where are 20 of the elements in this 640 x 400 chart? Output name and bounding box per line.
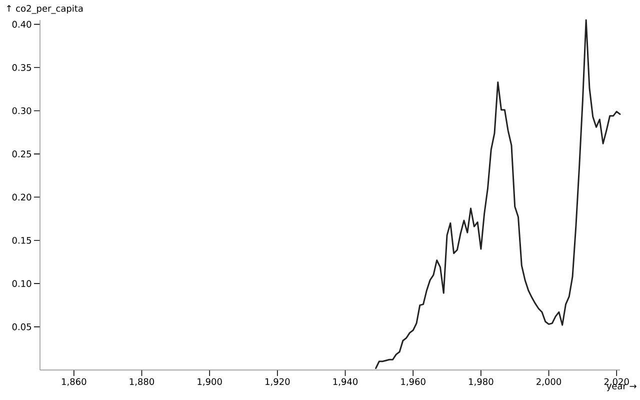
- y-tick-label: 0.15: [12, 236, 32, 244]
- x-tick-label: 1,900: [198, 378, 222, 386]
- x-tick-label: 2,020: [604, 378, 629, 386]
- y-tick-label: 0.35: [12, 64, 32, 71]
- x-tick-label: 1,960: [401, 378, 426, 386]
- x-tick-label: 1,860: [62, 378, 86, 386]
- x-tick-label: 1,880: [130, 378, 154, 386]
- x-axis-title: year →: [606, 384, 636, 392]
- y-tick-label: 0.40: [12, 20, 32, 28]
- x-tick-label: 2,000: [536, 378, 562, 386]
- y-tick-label: 0.10: [12, 280, 32, 287]
- line-series: [375, 19, 621, 370]
- x-tick-label: 1,920: [266, 378, 290, 386]
- y-tick-label: 0.30: [12, 107, 32, 114]
- y-tick-label: 0.05: [12, 323, 32, 330]
- y-tick-label: 0.25: [12, 150, 32, 158]
- x-tick-label: 1,940: [333, 378, 358, 386]
- x-tick-label: 1,980: [469, 378, 494, 386]
- y-axis-title: ↑ co2_per_capita: [7, 4, 83, 14]
- y-tick-label: 0.20: [12, 194, 32, 201]
